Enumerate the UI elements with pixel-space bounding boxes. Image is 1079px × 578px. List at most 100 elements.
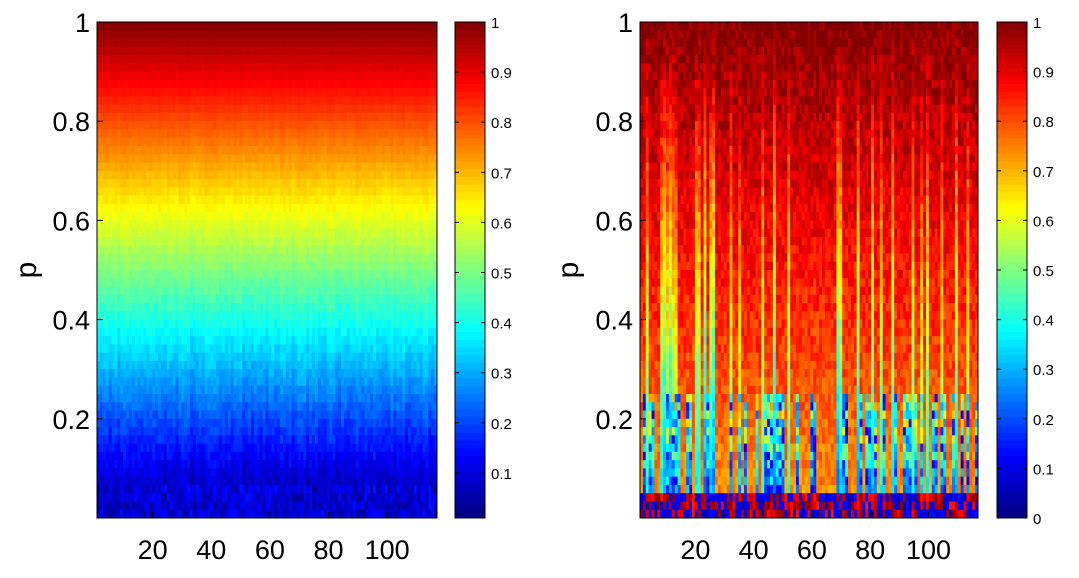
heatmap-cell <box>303 294 307 304</box>
heatmap-cell <box>245 212 249 221</box>
heatmap-cell <box>277 394 281 403</box>
heatmap-cell <box>207 195 211 205</box>
heatmap-cell <box>123 344 127 354</box>
heatmap-cell <box>213 104 217 114</box>
heatmap-cell <box>102 46 107 56</box>
heatmap-cell <box>312 261 316 271</box>
heatmap-cell <box>108 336 112 345</box>
heatmap-cell <box>175 294 179 304</box>
heatmap-cell <box>134 261 139 271</box>
heatmap-cell <box>262 137 266 147</box>
heatmap-cell <box>262 319 266 329</box>
heatmap-cell <box>105 88 110 97</box>
heatmap-cell <box>242 311 246 320</box>
heatmap-cell <box>184 228 188 238</box>
heatmap-cell <box>253 212 258 221</box>
heatmap-cell <box>239 460 243 469</box>
heatmap-cell <box>146 104 150 114</box>
heatmap-cell <box>297 179 301 188</box>
heatmap-cell <box>233 38 237 48</box>
heatmap-cell <box>126 451 130 461</box>
heatmap-cell <box>163 327 168 337</box>
heatmap-cell <box>181 104 185 114</box>
heatmap-cell <box>256 261 261 271</box>
heatmap-cell <box>219 253 223 263</box>
heatmap-cell <box>326 236 330 246</box>
heatmap-cell <box>213 360 217 370</box>
heatmap-cell <box>280 245 284 254</box>
heatmap-cell <box>230 170 234 180</box>
heatmap-cell <box>323 377 327 387</box>
heatmap-cell <box>137 410 141 420</box>
heatmap-cell <box>198 294 203 304</box>
heatmap-cell <box>242 460 246 469</box>
heatmap-cell <box>184 360 188 370</box>
heatmap-cell <box>158 261 162 271</box>
heatmap-cell <box>259 88 264 97</box>
heatmap-cell <box>172 22 176 31</box>
heatmap-cell <box>288 294 293 304</box>
heatmap-cell <box>216 38 220 48</box>
heatmap-cell <box>166 30 171 39</box>
heatmap-cell <box>140 112 144 122</box>
heatmap-cell <box>282 195 287 205</box>
heatmap-cell <box>314 377 319 387</box>
heatmap-cell <box>239 443 243 453</box>
heatmap-cell <box>291 88 296 97</box>
heatmap-cell <box>210 137 214 147</box>
heatmap-cell <box>131 352 136 362</box>
heatmap-cell <box>149 46 153 56</box>
heatmap-cell <box>184 245 188 254</box>
heatmap-cell <box>239 195 243 205</box>
heatmap-cell <box>236 245 240 254</box>
heatmap-cell <box>329 253 333 263</box>
heatmap-cell <box>105 336 110 345</box>
heatmap-cell <box>123 187 127 196</box>
heatmap-cell <box>268 129 272 139</box>
heatmap-cell <box>320 451 325 461</box>
heatmap-cell <box>245 509 249 519</box>
heatmap-cell <box>271 96 275 106</box>
heatmap-cell <box>146 245 150 254</box>
heatmap-cell <box>120 79 124 89</box>
heatmap-cell <box>268 369 272 378</box>
heatmap-cell <box>239 435 243 444</box>
heatmap-cell <box>172 319 176 329</box>
heatmap-cell <box>134 493 139 502</box>
heatmap-cell <box>268 79 272 89</box>
heatmap-cell <box>326 38 330 48</box>
heatmap-cell <box>102 228 107 238</box>
heatmap-cell <box>117 319 121 329</box>
heatmap-cell <box>155 46 159 56</box>
heatmap-cell <box>152 394 156 403</box>
heatmap-cell <box>332 352 336 362</box>
heatmap-cell <box>140 154 144 163</box>
heatmap-cell <box>178 162 182 172</box>
heatmap-cell <box>166 385 171 395</box>
heatmap-cell <box>189 129 194 139</box>
heatmap-cell <box>224 203 229 213</box>
heatmap-cell <box>216 170 220 180</box>
heatmap-cell <box>271 493 275 502</box>
heatmap-cell <box>207 443 211 453</box>
heatmap-cell <box>134 121 139 130</box>
heatmap-cell <box>137 245 141 254</box>
heatmap-cell <box>320 427 325 436</box>
heatmap-cell <box>248 278 252 287</box>
heatmap-cell <box>204 402 208 411</box>
heatmap-cell <box>175 443 179 453</box>
heatmap-cell <box>294 286 298 296</box>
heatmap-cell <box>303 88 307 97</box>
heatmap-cell <box>306 162 310 172</box>
heatmap-cell <box>117 336 121 345</box>
heatmap-cell <box>204 170 208 180</box>
heatmap-cell <box>277 451 281 461</box>
heatmap-cell <box>326 228 330 238</box>
heatmap-cell <box>282 451 287 461</box>
heatmap-cell <box>259 493 264 502</box>
heatmap-cell <box>117 228 121 238</box>
heatmap-cell <box>236 46 240 56</box>
heatmap-cell <box>245 418 249 428</box>
heatmap-cell <box>309 476 313 486</box>
heatmap-cell <box>297 443 301 453</box>
